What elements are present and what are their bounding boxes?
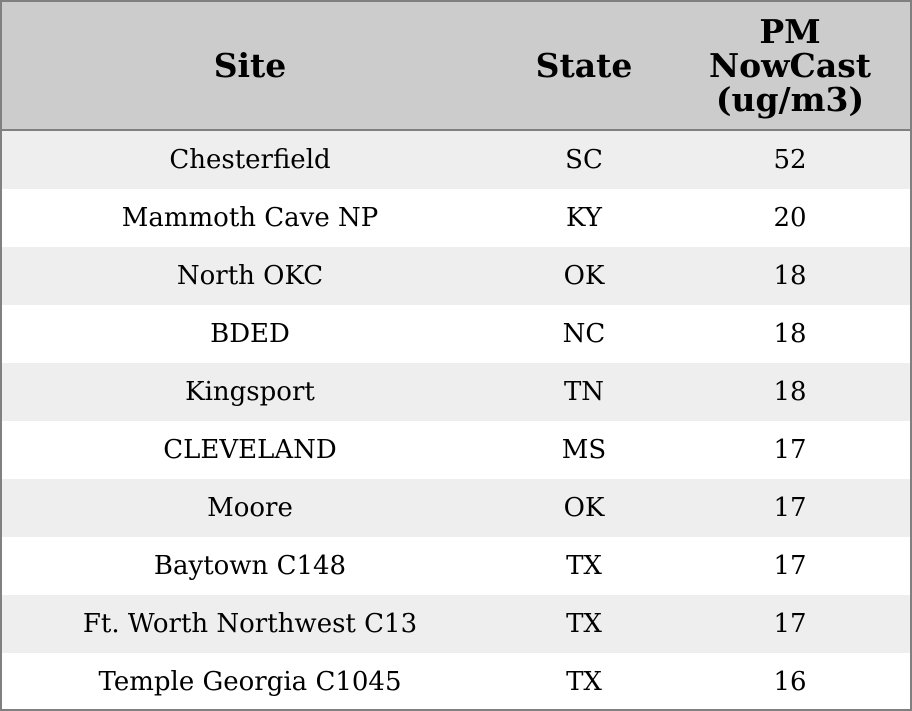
header-pm-line-3: (ug/m3) — [715, 79, 865, 119]
cell-pm: 17 — [670, 421, 910, 479]
table-row: CLEVELAND MS 17 — [2, 421, 910, 479]
cell-site: Mammoth Cave NP — [2, 189, 498, 247]
cell-state: TN — [498, 363, 670, 421]
table-row: Temple Georgia C1045 TX 16 — [2, 653, 910, 709]
table-row: Moore OK 17 — [2, 479, 910, 537]
table-row: Chesterfield SC 52 — [2, 130, 910, 189]
cell-pm: 18 — [670, 247, 910, 305]
header-site: Site — [2, 2, 498, 131]
cell-state: KY — [498, 189, 670, 247]
cell-pm: 18 — [670, 305, 910, 363]
header-pm-nowcast: PM NowCast (ug/m3) — [670, 2, 910, 131]
cell-pm: 16 — [670, 653, 910, 709]
table-row: North OKC OK 18 — [2, 247, 910, 305]
cell-state: MS — [498, 421, 670, 479]
cell-state: OK — [498, 247, 670, 305]
cell-pm: 17 — [670, 537, 910, 595]
cell-site: Baytown C148 — [2, 537, 498, 595]
cell-pm: 17 — [670, 479, 910, 537]
cell-pm: 17 — [670, 595, 910, 653]
cell-state: NC — [498, 305, 670, 363]
cell-state: OK — [498, 479, 670, 537]
cell-site: Chesterfield — [2, 130, 498, 189]
cell-site: CLEVELAND — [2, 421, 498, 479]
header-pm-line-1: PM — [759, 11, 821, 51]
cell-site: BDED — [2, 305, 498, 363]
cell-site: Temple Georgia C1045 — [2, 653, 498, 709]
cell-site: Moore — [2, 479, 498, 537]
cell-state: SC — [498, 130, 670, 189]
cell-state: TX — [498, 595, 670, 653]
cell-site: North OKC — [2, 247, 498, 305]
cell-site: Ft. Worth Northwest C13 — [2, 595, 498, 653]
cell-pm: 18 — [670, 363, 910, 421]
header-pm-line-2: NowCast — [708, 45, 872, 85]
cell-site: Kingsport — [2, 363, 498, 421]
cell-state: TX — [498, 537, 670, 595]
cell-pm: 20 — [670, 189, 910, 247]
header-state: State — [498, 2, 670, 131]
table-row: Mammoth Cave NP KY 20 — [2, 189, 910, 247]
cell-pm: 52 — [670, 130, 910, 189]
table-row: BDED NC 18 — [2, 305, 910, 363]
cell-state: TX — [498, 653, 670, 709]
table-header-row: Site State PM NowCast (ug/m3) — [2, 2, 910, 131]
table-row: Ft. Worth Northwest C13 TX 17 — [2, 595, 910, 653]
table-row: Kingsport TN 18 — [2, 363, 910, 421]
table-row: Baytown C148 TX 17 — [2, 537, 910, 595]
